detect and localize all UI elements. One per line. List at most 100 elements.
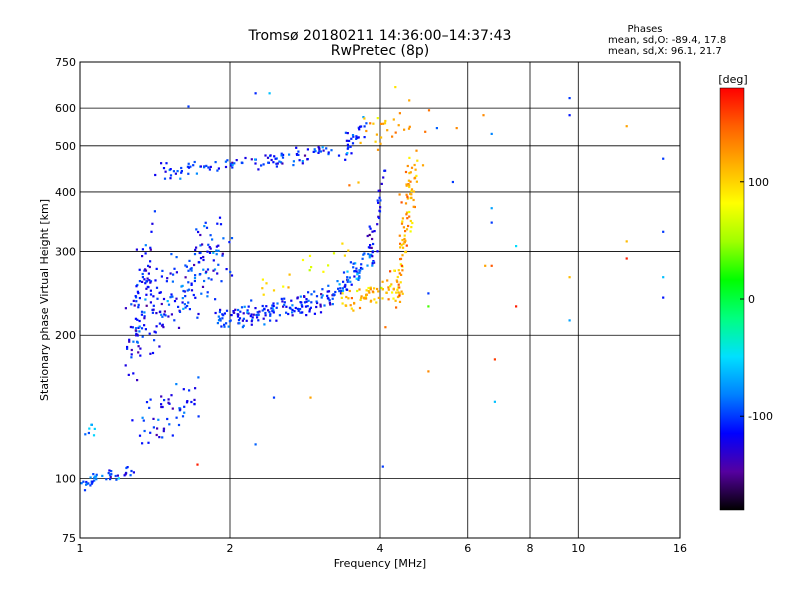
data-point bbox=[395, 279, 398, 282]
data-point bbox=[194, 248, 197, 251]
data-point bbox=[109, 478, 112, 481]
data-point bbox=[398, 193, 401, 196]
x-axis-ticks: 1 2 4 6 8 10 16 bbox=[77, 542, 688, 555]
data-point bbox=[273, 155, 276, 158]
data-point bbox=[368, 291, 371, 294]
data-point bbox=[303, 295, 306, 298]
data-point bbox=[415, 180, 418, 183]
data-point bbox=[257, 313, 260, 317]
data-point bbox=[410, 189, 413, 193]
data-point bbox=[270, 158, 273, 162]
data-point bbox=[398, 300, 402, 303]
data-point bbox=[218, 317, 222, 320]
data-point bbox=[382, 176, 385, 179]
data-point bbox=[392, 287, 395, 290]
data-point bbox=[288, 273, 291, 276]
data-point bbox=[353, 275, 356, 278]
data-point bbox=[151, 222, 154, 225]
data-point bbox=[178, 407, 181, 410]
data-point bbox=[662, 276, 665, 279]
data-point bbox=[219, 319, 222, 322]
data-point bbox=[223, 325, 226, 328]
data-point bbox=[401, 239, 404, 242]
data-point bbox=[148, 332, 151, 335]
data-point bbox=[409, 219, 412, 223]
data-point bbox=[377, 296, 380, 299]
data-point bbox=[209, 247, 212, 250]
data-point bbox=[389, 285, 392, 288]
data-point bbox=[406, 197, 409, 200]
data-point bbox=[265, 305, 268, 308]
data-point bbox=[288, 306, 291, 309]
data-point bbox=[175, 256, 178, 259]
data-point bbox=[251, 316, 254, 319]
data-point bbox=[490, 221, 493, 224]
data-point bbox=[427, 305, 430, 308]
data-point bbox=[355, 137, 358, 140]
data-point bbox=[163, 399, 166, 402]
data-point bbox=[275, 165, 278, 168]
data-point bbox=[256, 316, 259, 319]
data-point bbox=[366, 264, 369, 267]
data-point bbox=[398, 272, 401, 275]
data-point bbox=[131, 326, 134, 329]
data-point bbox=[197, 312, 200, 316]
data-point bbox=[412, 198, 415, 202]
data-point bbox=[141, 276, 144, 279]
data-point bbox=[152, 426, 155, 429]
data-point bbox=[232, 310, 235, 313]
data-point bbox=[140, 327, 144, 330]
data-point bbox=[138, 434, 142, 437]
data-point bbox=[304, 305, 308, 308]
data-point bbox=[180, 170, 183, 173]
data-point bbox=[280, 152, 283, 155]
data-point bbox=[336, 280, 339, 283]
data-point bbox=[401, 220, 404, 223]
data-point bbox=[625, 125, 628, 128]
data-point bbox=[321, 294, 324, 297]
data-point bbox=[175, 383, 178, 386]
data-point bbox=[319, 305, 322, 308]
data-point bbox=[275, 162, 278, 165]
data-point bbox=[361, 257, 364, 260]
y-tick-label: 75 bbox=[62, 532, 76, 545]
data-point bbox=[395, 306, 398, 309]
data-point bbox=[341, 289, 345, 292]
data-point bbox=[149, 289, 152, 292]
data-point bbox=[181, 297, 184, 300]
data-point bbox=[285, 311, 288, 314]
data-point bbox=[395, 291, 398, 294]
data-point bbox=[145, 287, 148, 290]
data-point bbox=[145, 280, 148, 283]
data-point bbox=[342, 271, 346, 274]
data-point bbox=[170, 394, 173, 397]
data-point bbox=[108, 469, 111, 472]
data-point bbox=[356, 136, 359, 139]
data-point bbox=[349, 304, 352, 307]
data-point bbox=[190, 283, 193, 286]
data-point bbox=[386, 279, 389, 282]
data-point bbox=[414, 168, 417, 171]
data-point bbox=[195, 246, 198, 249]
data-point bbox=[80, 482, 83, 485]
data-point bbox=[144, 244, 147, 247]
data-point bbox=[141, 416, 144, 419]
data-point bbox=[407, 183, 410, 186]
data-point bbox=[380, 182, 383, 185]
y-tick-label: 750 bbox=[55, 56, 76, 69]
data-point bbox=[376, 250, 379, 253]
data-point bbox=[95, 478, 98, 481]
data-point bbox=[83, 489, 87, 492]
data-point bbox=[427, 370, 430, 373]
data-point bbox=[404, 202, 408, 205]
data-point bbox=[413, 205, 416, 209]
data-point bbox=[167, 315, 170, 318]
data-point bbox=[130, 469, 133, 473]
data-point bbox=[150, 230, 153, 233]
data-point bbox=[396, 275, 399, 279]
data-point bbox=[243, 305, 246, 308]
data-point bbox=[133, 304, 136, 307]
data-point bbox=[369, 227, 372, 230]
data-point bbox=[287, 312, 290, 316]
data-point bbox=[291, 311, 294, 314]
